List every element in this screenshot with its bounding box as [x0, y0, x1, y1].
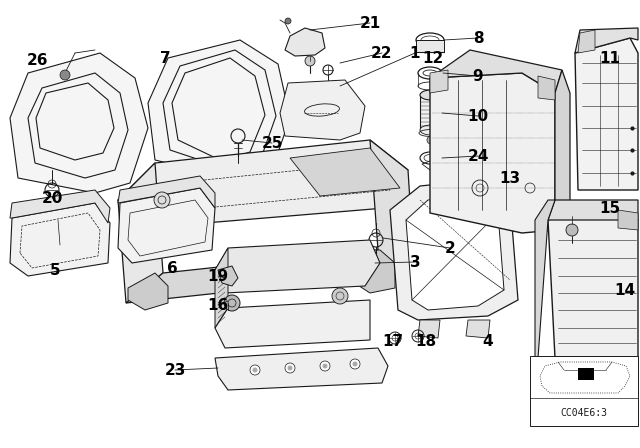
Bar: [420, 95, 442, 130]
Circle shape: [224, 164, 236, 176]
Polygon shape: [575, 38, 638, 190]
Polygon shape: [118, 140, 408, 228]
Ellipse shape: [420, 90, 442, 100]
Text: 1: 1: [410, 46, 420, 60]
Text: 6: 6: [166, 260, 177, 276]
Polygon shape: [430, 73, 555, 233]
Text: 23: 23: [164, 362, 186, 378]
Polygon shape: [285, 28, 325, 56]
Polygon shape: [128, 273, 168, 310]
Polygon shape: [430, 70, 448, 93]
Circle shape: [350, 359, 360, 369]
Polygon shape: [290, 148, 400, 196]
Text: 12: 12: [422, 51, 444, 65]
Text: 4: 4: [483, 333, 493, 349]
Text: 14: 14: [614, 283, 636, 297]
Text: 22: 22: [371, 46, 393, 60]
Polygon shape: [10, 190, 110, 223]
Polygon shape: [418, 320, 440, 338]
Text: 15: 15: [600, 201, 621, 215]
Text: 17: 17: [383, 333, 404, 349]
Polygon shape: [215, 348, 388, 390]
Circle shape: [332, 288, 348, 304]
Polygon shape: [126, 250, 378, 303]
Text: 2: 2: [445, 241, 456, 255]
Text: 20: 20: [42, 190, 63, 206]
Circle shape: [287, 366, 292, 370]
Polygon shape: [390, 180, 518, 320]
Polygon shape: [406, 196, 504, 310]
Text: 24: 24: [467, 148, 489, 164]
Polygon shape: [10, 53, 148, 193]
Circle shape: [285, 363, 295, 373]
Polygon shape: [215, 248, 228, 328]
Circle shape: [566, 224, 578, 236]
Polygon shape: [555, 70, 570, 233]
Bar: [530, 356, 638, 426]
Polygon shape: [466, 320, 490, 338]
Circle shape: [320, 361, 330, 371]
Polygon shape: [118, 163, 163, 303]
Polygon shape: [10, 203, 110, 276]
Text: 19: 19: [207, 268, 228, 284]
Circle shape: [285, 18, 291, 24]
Circle shape: [353, 362, 358, 366]
Circle shape: [427, 136, 435, 144]
Polygon shape: [148, 40, 290, 180]
Polygon shape: [118, 176, 215, 208]
Ellipse shape: [420, 125, 442, 135]
Polygon shape: [350, 250, 395, 293]
Circle shape: [250, 365, 260, 375]
Circle shape: [305, 56, 315, 66]
Text: 16: 16: [207, 297, 228, 313]
Polygon shape: [215, 300, 370, 348]
Polygon shape: [578, 368, 594, 380]
Polygon shape: [548, 200, 638, 220]
Polygon shape: [575, 28, 638, 53]
Polygon shape: [218, 266, 238, 286]
Text: 13: 13: [499, 171, 520, 185]
Text: 11: 11: [600, 51, 621, 65]
Text: 3: 3: [410, 254, 420, 270]
Text: 25: 25: [261, 135, 283, 151]
Text: 21: 21: [360, 16, 381, 30]
Polygon shape: [215, 240, 380, 293]
Text: 18: 18: [415, 333, 436, 349]
Polygon shape: [370, 140, 415, 280]
Text: 7: 7: [160, 51, 170, 65]
Polygon shape: [548, 213, 638, 363]
Circle shape: [323, 363, 328, 369]
Polygon shape: [430, 50, 562, 93]
Circle shape: [253, 367, 257, 372]
Circle shape: [154, 192, 170, 208]
Text: 8: 8: [473, 30, 483, 46]
Bar: [416, 40, 444, 52]
Polygon shape: [578, 30, 595, 53]
Text: 10: 10: [467, 108, 488, 124]
Text: CC04E6:3: CC04E6:3: [561, 408, 607, 418]
Text: 5: 5: [50, 263, 60, 277]
Text: 26: 26: [28, 52, 49, 68]
Polygon shape: [538, 76, 555, 100]
Polygon shape: [535, 200, 555, 358]
Polygon shape: [280, 80, 365, 140]
Polygon shape: [118, 188, 215, 263]
Polygon shape: [618, 210, 638, 230]
Circle shape: [224, 295, 240, 311]
Circle shape: [60, 70, 70, 80]
Text: 9: 9: [473, 69, 483, 83]
